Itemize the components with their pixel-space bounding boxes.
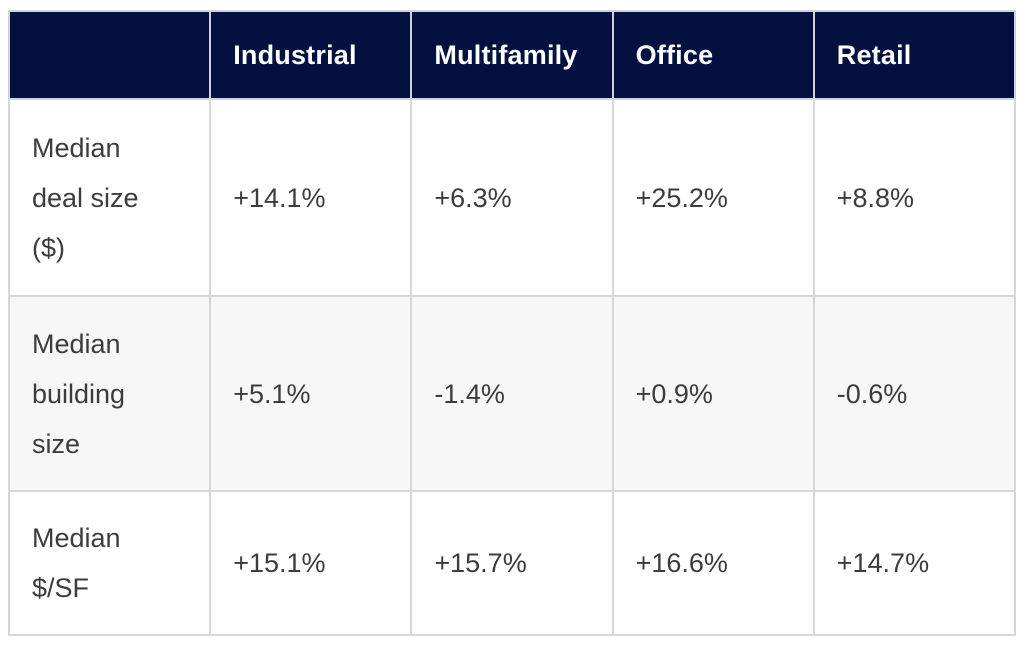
cell-median-price-per-sf-office: +16.6%: [611, 490, 815, 636]
header-cell-multifamily: Multifamily: [410, 10, 614, 100]
cell-median-deal-size-multifamily: +6.3%: [410, 98, 614, 297]
header-cell-empty: [7, 10, 212, 100]
cell-median-price-per-sf-multifamily: +15.7%: [410, 490, 614, 636]
property-sector-change-table: Industrial Multifamily Office Retail Med…: [7, 10, 1017, 636]
cell-median-price-per-sf-industrial: +15.1%: [209, 490, 413, 636]
table-body: Median deal size ($) +14.1% +6.3% +25.2%…: [7, 98, 1017, 636]
cell-median-building-size-retail: -0.6%: [812, 295, 1017, 492]
table-row-median-price-per-sf: Median $/SF +15.1% +15.7% +16.6% +14.7%: [7, 490, 1017, 636]
stats-table-container: Industrial Multifamily Office Retail Med…: [7, 10, 1017, 636]
cell-median-building-size-industrial: +5.1%: [209, 295, 413, 492]
table-header: Industrial Multifamily Office Retail: [7, 10, 1017, 100]
row-label-median-price-per-sf: Median $/SF: [7, 490, 212, 636]
table-row-median-deal-size: Median deal size ($) +14.1% +6.3% +25.2%…: [7, 98, 1017, 297]
header-cell-office: Office: [611, 10, 815, 100]
cell-median-building-size-multifamily: -1.4%: [410, 295, 614, 492]
cell-median-building-size-office: +0.9%: [611, 295, 815, 492]
cell-median-deal-size-industrial: +14.1%: [209, 98, 413, 297]
header-cell-industrial: Industrial: [209, 10, 413, 100]
row-label-median-deal-size: Median deal size ($): [7, 98, 212, 297]
cell-median-deal-size-office: +25.2%: [611, 98, 815, 297]
table-row-median-building-size: Median building size +5.1% -1.4% +0.9% -…: [7, 295, 1017, 492]
cell-median-deal-size-retail: +8.8%: [812, 98, 1017, 297]
header-cell-retail: Retail: [812, 10, 1017, 100]
cell-median-price-per-sf-retail: +14.7%: [812, 490, 1017, 636]
header-row: Industrial Multifamily Office Retail: [7, 10, 1017, 100]
row-label-median-building-size: Median building size: [7, 295, 212, 492]
